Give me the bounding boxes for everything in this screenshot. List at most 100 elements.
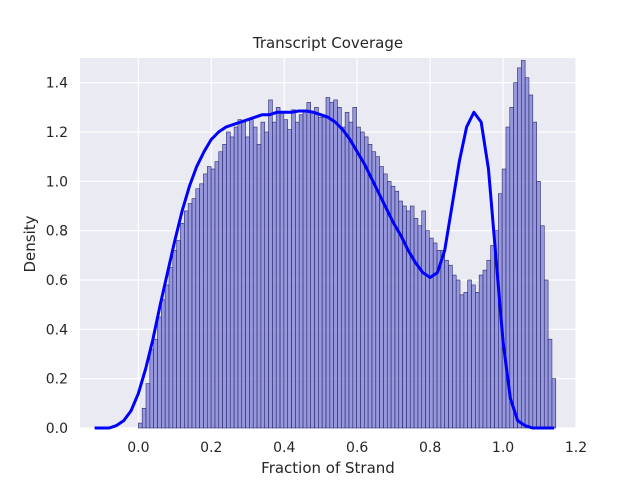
histogram-bar xyxy=(314,107,319,429)
histogram-bar xyxy=(141,407,147,429)
histogram-bar xyxy=(275,107,281,429)
histogram-bar xyxy=(164,284,170,429)
histogram-bar xyxy=(318,116,323,429)
x-axis-ticks: 0.0 0.2 0.4 0.6 0.8 1.0 1.2 xyxy=(127,440,587,456)
histogram-bar xyxy=(233,126,239,429)
histogram-bar xyxy=(513,82,518,429)
histogram-bar xyxy=(406,210,411,429)
histogram-bar xyxy=(543,279,549,429)
histogram-bar xyxy=(532,121,537,429)
histogram-bar xyxy=(471,284,476,429)
kde-curve xyxy=(94,109,555,430)
histogram-bar xyxy=(509,107,514,429)
histogram-bar xyxy=(298,114,304,429)
histogram-bar xyxy=(195,188,200,429)
x-tick-label: 0.8 xyxy=(419,440,441,456)
histogram-bar xyxy=(157,316,162,429)
histogram-bar xyxy=(180,222,185,429)
histogram-bar xyxy=(517,67,522,429)
histogram-bar xyxy=(524,77,530,429)
histogram-bar xyxy=(478,274,484,429)
y-tick-label: 1.0 xyxy=(46,174,68,190)
histogram-bar xyxy=(463,292,468,429)
histogram-bar xyxy=(371,151,377,429)
histogram-bar xyxy=(360,131,365,429)
histogram-bar xyxy=(168,267,174,429)
histogram-bars xyxy=(138,60,557,429)
x-tick-label: 0.6 xyxy=(346,440,368,456)
histogram-bar xyxy=(260,121,266,429)
histogram-bar xyxy=(241,121,246,429)
histogram-bar xyxy=(363,136,369,429)
histogram-bar xyxy=(540,225,545,429)
histogram-bar xyxy=(409,205,415,429)
y-tick-label: 1.4 xyxy=(46,76,68,92)
histogram-bar xyxy=(187,203,193,429)
histogram-bar xyxy=(536,181,541,429)
histogram-bar xyxy=(268,99,273,429)
y-tick-label: 1.2 xyxy=(46,125,68,141)
histogram-bar xyxy=(229,136,235,429)
histogram-bar xyxy=(444,259,449,429)
histogram-bar xyxy=(203,173,208,429)
histogram-bar xyxy=(333,99,338,429)
histogram-bar xyxy=(467,279,472,429)
histogram-bar xyxy=(306,102,311,429)
histogram-bar xyxy=(256,144,262,429)
histogram-bar xyxy=(237,119,243,429)
histogram-bar xyxy=(356,126,361,429)
y-tick-label: 0.6 xyxy=(46,273,68,289)
histogram-bar xyxy=(379,166,384,429)
histogram-bar xyxy=(222,144,227,429)
histogram-bar xyxy=(283,119,288,429)
histogram-bar xyxy=(341,126,346,429)
histogram-bar xyxy=(184,210,189,429)
histogram-bar xyxy=(176,240,181,429)
y-tick-label: 0.2 xyxy=(46,372,68,388)
x-tick-label: 0.0 xyxy=(127,440,149,456)
histogram-bar xyxy=(547,338,553,429)
histogram-bar xyxy=(475,292,480,429)
y-tick-label: 0.8 xyxy=(46,224,68,240)
histogram-bar xyxy=(482,269,488,429)
histogram-bar xyxy=(337,107,342,429)
y-axis-label: Density xyxy=(21,215,39,272)
histogram-bar xyxy=(352,107,357,429)
histogram-bar xyxy=(436,250,442,429)
histogram-bar xyxy=(145,383,151,429)
chart-title: Transcript Coverage xyxy=(252,34,403,52)
histogram-bar xyxy=(252,126,258,429)
histogram-bar xyxy=(199,183,204,429)
histogram-bar xyxy=(429,237,434,429)
y-tick-label: 0.0 xyxy=(46,421,68,437)
histogram-bar xyxy=(528,94,534,429)
x-tick-label: 1.2 xyxy=(565,440,587,456)
histogram-bar xyxy=(149,348,154,429)
x-tick-label: 1.0 xyxy=(492,440,514,456)
histogram-bar xyxy=(440,250,446,429)
histogram-bar xyxy=(455,279,461,429)
histogram-bar xyxy=(153,338,158,429)
histogram-bar xyxy=(264,131,269,429)
histogram-bar xyxy=(367,144,373,429)
histogram-bar xyxy=(214,161,220,429)
histogram-bar xyxy=(421,210,426,429)
histogram-bar xyxy=(486,259,491,429)
histogram-bar xyxy=(210,168,216,429)
histogram-bar xyxy=(344,111,350,429)
histogram-bar xyxy=(375,156,380,429)
histogram-bar xyxy=(245,136,250,429)
histogram-bar xyxy=(501,168,507,429)
histogram-bar xyxy=(425,230,430,429)
histogram-bar xyxy=(218,151,223,429)
histogram-bar xyxy=(226,131,231,429)
histogram-bar xyxy=(191,198,197,429)
histogram-bar xyxy=(287,129,292,429)
histogram-bar xyxy=(206,166,212,429)
histogram-bar xyxy=(302,111,308,429)
histogram-bar xyxy=(321,116,327,429)
y-tick-label: 0.4 xyxy=(46,322,68,338)
histogram-bar xyxy=(551,378,557,429)
histogram-bar xyxy=(291,109,296,429)
